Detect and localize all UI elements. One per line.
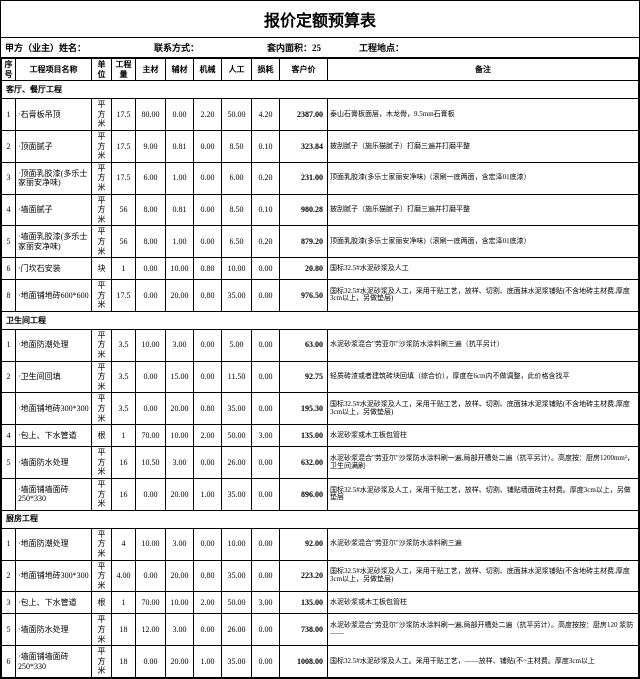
table-row: 3·顶面乳胶漆(多乐士家丽安净味)平方米17.56.001.000.006.00… [2,162,639,194]
table-row: 2·卫生间回填平方米3.50.0015.000.0011.500.0092.75… [2,361,639,393]
col-header: 单位 [92,59,112,81]
col-header: 机械 [194,59,222,81]
table-row: 4·包上、下水管道根170.0010.002.0050.003.00135.00… [2,425,639,447]
table-row: 5·墙面乳胶漆(多乐士家丽安净味)平方米568.001.000.006.500.… [2,226,639,258]
budget-table: 序号工程项目名称单位工程量主材辅材机械人工损耗客户价备注 客厅、餐厅工程1·石膏… [1,58,639,678]
table-row: 6·门坎石安装块10.0010.000.8010.000.0020.80国标32… [2,258,639,280]
header-info: 甲方（业主）姓名：联系方式： 套内面积：25工程地点： [1,38,639,58]
table-row: 2·顶面腻子平方米17.59.000.810.008.500.10323.84披… [2,130,639,162]
page-title: 报价定额预算表 [1,1,639,38]
section-header: 客厅、餐厅工程 [2,81,639,99]
col-header: 序号 [2,59,16,81]
table-row: 4·墙面腻子平方米568.000.810.008.500.10980.28披刮腻… [2,194,639,226]
col-header: 损耗 [252,59,280,81]
col-header: 人工 [222,59,252,81]
table-row: 5·墙面防水处理平方米1610.503.000.0026.000.00632.0… [2,447,639,479]
col-header: 工程项目名称 [16,59,92,81]
table-row: ·地面铺地砖300*300平方米3.50.0020.000.8035.000.0… [2,393,639,425]
table-row: 8·地面铺地砖600*600平方米17.50.0020.000.8035.000… [2,280,639,312]
section-header: 厨房工程 [2,510,639,528]
table-row: 5·墙面防水处理平方米1812.003.000.0026.000.00738.0… [2,614,639,646]
table-row: ·墙面铺墙面砖250*330平方米160.0020.001.0035.000.0… [2,479,639,511]
table-row: 1·石膏板吊顶平方米17.580.000.002.2050.004.202387… [2,99,639,131]
col-header: 备注 [328,59,639,81]
col-header: 辅材 [166,59,194,81]
table-row: 6·墙面铺墙面砖250*330平方米180.0020.001.0035.000.… [2,646,639,678]
col-header: 客户价 [280,59,328,81]
col-header: 工程量 [112,59,136,81]
table-row: 2·地面铺地砖300*300平方米4.000.0020.000.8035.000… [2,560,639,592]
table-row: 3·包上、下水管道根170.0010.002.0050.003.00135.00… [2,592,639,614]
section-header: 卫生间工程 [2,311,639,329]
table-row: 1·地面防潮处理平方米410.003.000.0010.000.0092.00水… [2,528,639,560]
table-row: 1·地面防潮处理平方米3.510.003.000.005.000.0063.00… [2,329,639,361]
col-header: 主材 [136,59,166,81]
